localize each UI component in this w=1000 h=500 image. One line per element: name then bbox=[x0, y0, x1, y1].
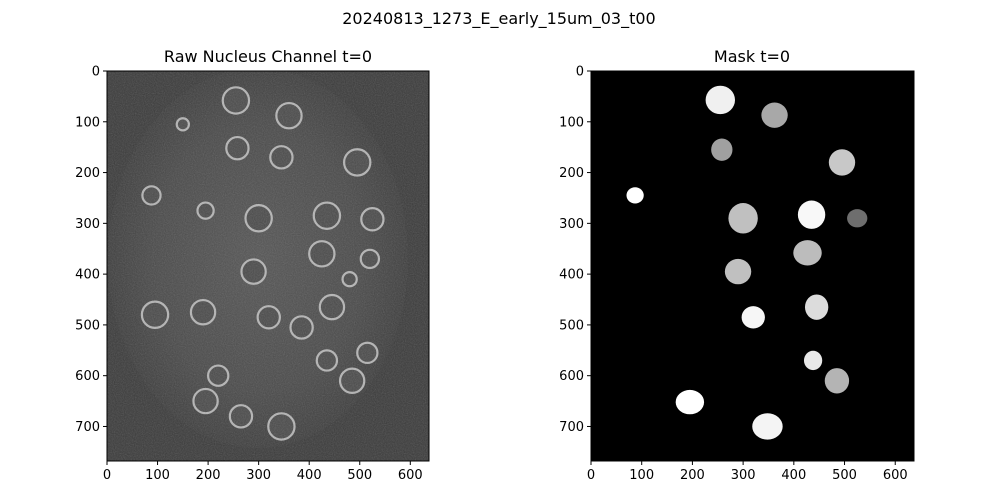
y-tick-label: 100 bbox=[75, 115, 100, 130]
x-tick-label: 100 bbox=[629, 468, 654, 483]
x-tick-label: 600 bbox=[398, 468, 423, 483]
mask-image bbox=[591, 71, 914, 461]
x-tick-label: 400 bbox=[781, 468, 806, 483]
figure-title: 20240813_1273_E_early_15um_03_t00 bbox=[342, 9, 655, 29]
y-tick-label: 200 bbox=[559, 166, 584, 181]
y-tick-label: 500 bbox=[75, 318, 100, 333]
x-tick-label: 0 bbox=[587, 468, 595, 483]
mask-blob bbox=[724, 258, 752, 285]
panel-mask: Mask t=0 0 100 200 300 400 500 600 0 100 200 300 4… bbox=[559, 47, 915, 483]
y-tick-label: 600 bbox=[75, 369, 100, 384]
x-tick-label: 300 bbox=[246, 468, 271, 483]
mask-blob bbox=[847, 209, 868, 228]
panel-raw-title: Raw Nucleus Channel t=0 bbox=[164, 47, 372, 66]
x-tick-label: 0 bbox=[103, 468, 111, 483]
mask-blob bbox=[752, 413, 783, 440]
x-tick-label: 400 bbox=[297, 468, 322, 483]
x-tick-label: 600 bbox=[883, 468, 908, 483]
raw-noise-texture bbox=[107, 71, 429, 461]
x-tick-label: 300 bbox=[731, 468, 756, 483]
panel-mask-title: Mask t=0 bbox=[714, 47, 790, 66]
y-tick-label: 400 bbox=[75, 268, 100, 283]
mask-y-axis: 0 100 200 300 400 500 600 700 bbox=[559, 65, 591, 435]
x-tick-label: 500 bbox=[832, 468, 857, 483]
mask-blob bbox=[711, 138, 733, 161]
y-tick-label: 200 bbox=[75, 166, 100, 181]
y-tick-label: 700 bbox=[75, 420, 100, 435]
x-tick-label: 500 bbox=[347, 468, 372, 483]
mask-blob bbox=[824, 368, 850, 394]
panel-raw: Raw Nucleus Channel t=0 0 100 200 300 400 500… bbox=[75, 47, 430, 483]
mask-blob bbox=[803, 350, 823, 371]
mask-blob bbox=[761, 102, 788, 128]
y-tick-label: 0 bbox=[576, 65, 584, 80]
raw-y-axis: 0 100 200 300 400 500 600 700 bbox=[75, 65, 107, 435]
y-tick-label: 100 bbox=[559, 115, 584, 130]
y-tick-label: 0 bbox=[92, 65, 100, 80]
y-tick-label: 300 bbox=[75, 217, 100, 232]
mask-blob bbox=[797, 200, 826, 229]
x-tick-label: 200 bbox=[680, 468, 705, 483]
y-tick-label: 600 bbox=[559, 369, 584, 384]
mask-blob bbox=[675, 389, 705, 415]
x-tick-label: 100 bbox=[145, 468, 170, 483]
raw-image bbox=[107, 71, 429, 461]
mask-blob bbox=[804, 294, 829, 320]
raw-x-axis: 0 100 200 300 400 500 600 bbox=[103, 461, 423, 483]
mask-blob bbox=[728, 203, 758, 234]
mask-blob bbox=[626, 187, 644, 204]
y-tick-label: 700 bbox=[559, 420, 584, 435]
mask-blob bbox=[741, 306, 765, 329]
y-tick-label: 500 bbox=[559, 318, 584, 333]
mask-axes-frame bbox=[590, 70, 915, 462]
x-tick-label: 200 bbox=[196, 468, 221, 483]
y-tick-label: 400 bbox=[559, 268, 584, 283]
y-tick-label: 300 bbox=[559, 217, 584, 232]
mask-image-background bbox=[591, 71, 914, 461]
mask-blob bbox=[705, 85, 736, 115]
mask-blob bbox=[828, 149, 856, 176]
mask-x-axis: 0 100 200 300 400 500 600 bbox=[587, 461, 908, 483]
raw-axes-frame bbox=[106, 70, 430, 462]
mask-blob bbox=[793, 240, 822, 266]
